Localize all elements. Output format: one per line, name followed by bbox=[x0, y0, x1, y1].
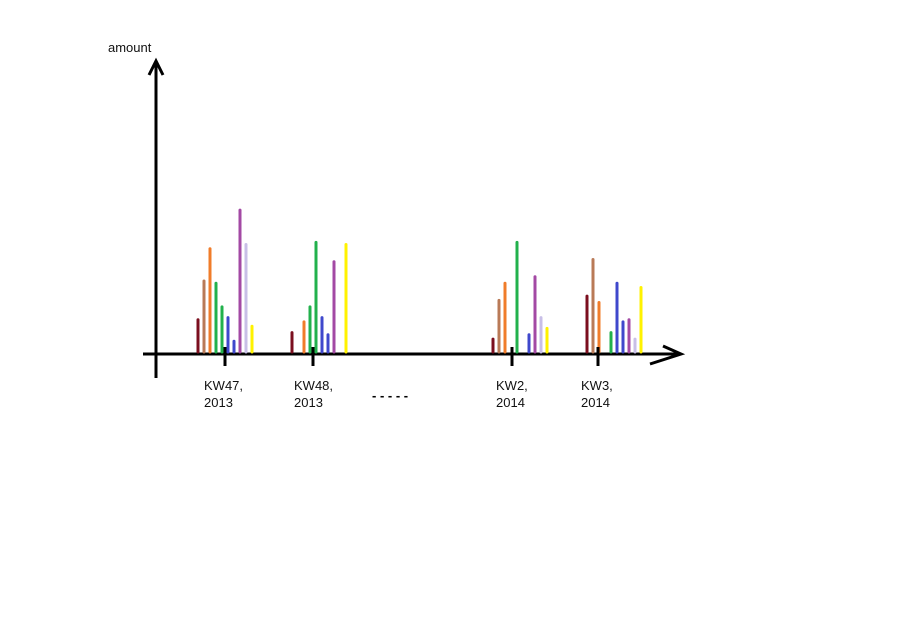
x-tick-label-line1: KW48, bbox=[294, 378, 333, 393]
tick-labels-layer: KW47, 2013 KW48, 2013 KW2, 2014 KW3, 2014 bbox=[204, 378, 613, 410]
x-tick-label-line2: 2013 bbox=[204, 395, 233, 410]
x-tick-label-line2: 2013 bbox=[294, 395, 323, 410]
x-tick-label-line1: KW2, bbox=[496, 378, 528, 393]
bars-layer bbox=[196, 208, 643, 354]
x-tick-label-line1: KW3, bbox=[581, 378, 613, 393]
x-axis-arrowhead bbox=[649, 344, 686, 366]
x-tick-label-line2: 2014 bbox=[581, 395, 610, 410]
axis-break-marker: - - - - - bbox=[372, 388, 408, 403]
y-axis-arrowhead bbox=[147, 57, 165, 76]
x-tick-label-line1: KW47, bbox=[204, 378, 243, 393]
y-axis-label: amount bbox=[108, 40, 152, 55]
x-tick-label-line2: 2014 bbox=[496, 395, 525, 410]
ticks-layer bbox=[223, 347, 600, 366]
